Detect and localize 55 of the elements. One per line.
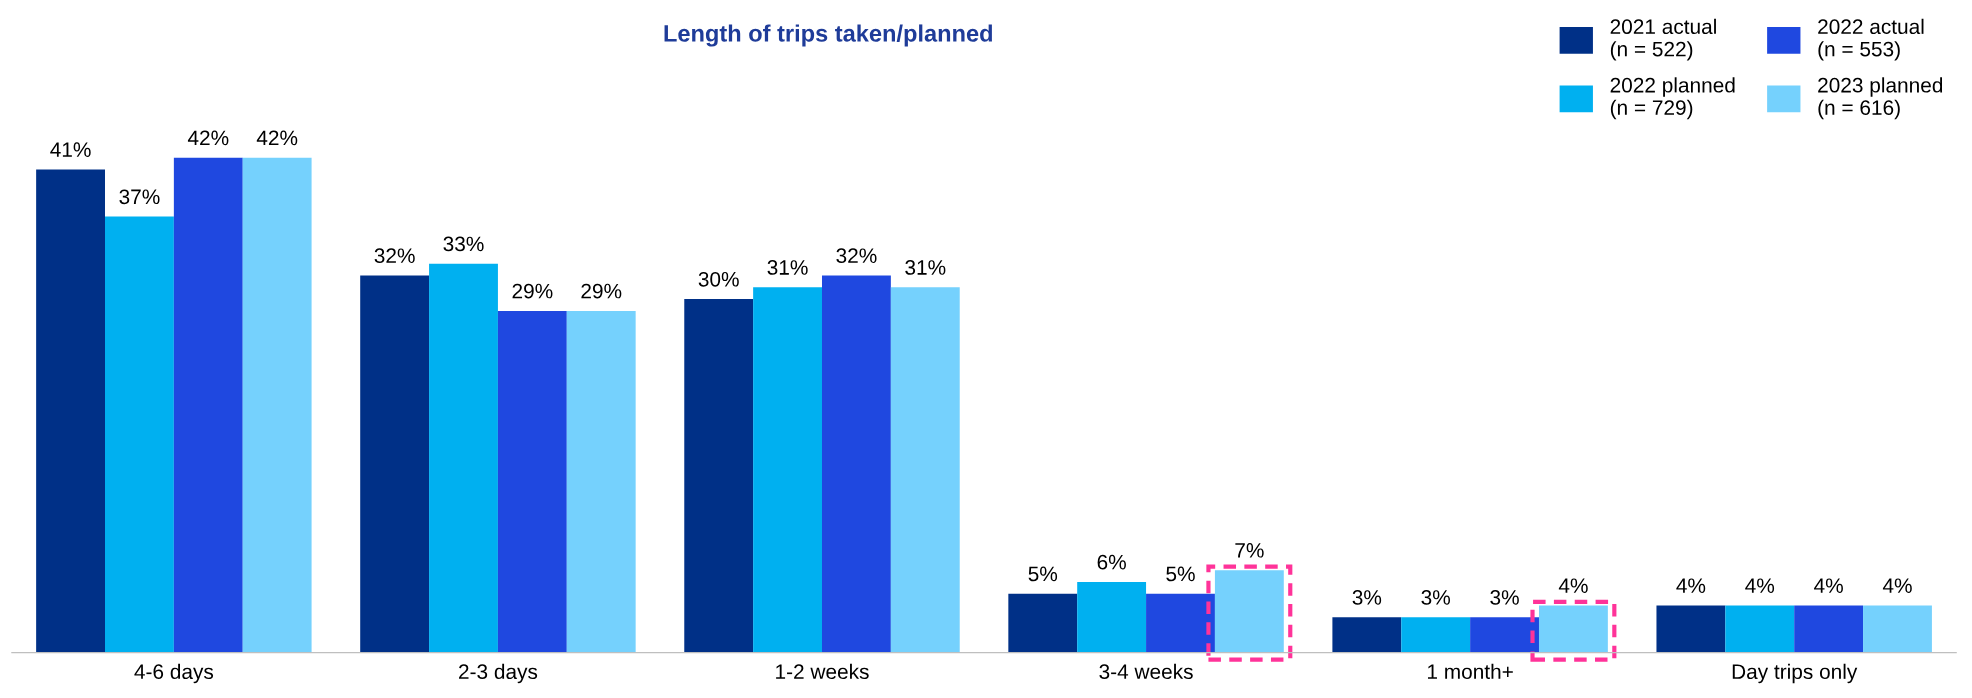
- x-tick-label: 3-4 weeks: [1099, 663, 1193, 680]
- data-label: 4%: [1814, 578, 1843, 593]
- data-label: 4%: [1676, 578, 1706, 593]
- data-label: 4%: [1745, 578, 1775, 593]
- bar: [684, 299, 754, 653]
- bar: [890, 287, 960, 653]
- bar: [1332, 617, 1402, 653]
- data-label: 37%: [119, 189, 160, 205]
- data-label: 32%: [836, 248, 877, 264]
- data-label: 29%: [581, 283, 622, 299]
- legend-label: 2021 actual (n = 522): [1610, 18, 1716, 61]
- bar: [242, 157, 312, 653]
- bar: [1008, 593, 1078, 653]
- data-label: 4%: [1558, 578, 1588, 593]
- bar: [173, 157, 243, 653]
- bar: [753, 287, 822, 653]
- x-tick-label: 1 month+: [1428, 663, 1513, 680]
- data-label: 33%: [443, 236, 484, 252]
- data-label: 31%: [767, 260, 808, 275]
- data-label: 4%: [1882, 578, 1912, 593]
- data-label: 6%: [1097, 554, 1126, 570]
- data-label: 5%: [1028, 566, 1058, 582]
- bar: [429, 263, 498, 653]
- data-label: 30%: [698, 271, 739, 287]
- data-label: 3%: [1421, 590, 1451, 605]
- bar: [566, 310, 636, 653]
- data-label: 5%: [1166, 566, 1195, 582]
- bar: [105, 216, 174, 653]
- bar: [1401, 617, 1471, 653]
- bar: [822, 275, 891, 653]
- bar: [1077, 581, 1147, 653]
- data-label: 32%: [374, 248, 415, 264]
- data-label: 3%: [1490, 590, 1519, 605]
- x-tick-label: Day trips only: [1732, 663, 1858, 684]
- bar: [360, 275, 430, 653]
- legend-label: 2022 actual (n = 553): [1818, 18, 1924, 61]
- data-label: 42%: [187, 130, 229, 146]
- bar: [1656, 605, 1726, 653]
- x-tick-label: 2-3 days: [459, 663, 538, 684]
- x-tick-label: 4-6 days: [134, 663, 214, 684]
- data-label: 3%: [1352, 590, 1382, 605]
- bar: [36, 169, 105, 653]
- data-label: 41%: [50, 142, 91, 157]
- x-tick-label: 1-2 weeks: [776, 663, 869, 680]
- chart-title: Length of trips taken/planned: [664, 24, 992, 47]
- data-label: 7%: [1235, 543, 1264, 558]
- bar: [1725, 605, 1795, 653]
- legend-label: 2023 planned (n = 616): [1818, 77, 1943, 120]
- bar: [497, 310, 567, 653]
- data-label: 42%: [256, 130, 298, 146]
- data-label: 31%: [905, 260, 946, 275]
- bar: [1863, 605, 1932, 653]
- legend-label: 2022 planned (n = 729): [1610, 77, 1735, 120]
- data-label: 29%: [512, 283, 553, 299]
- bar: [1794, 605, 1864, 653]
